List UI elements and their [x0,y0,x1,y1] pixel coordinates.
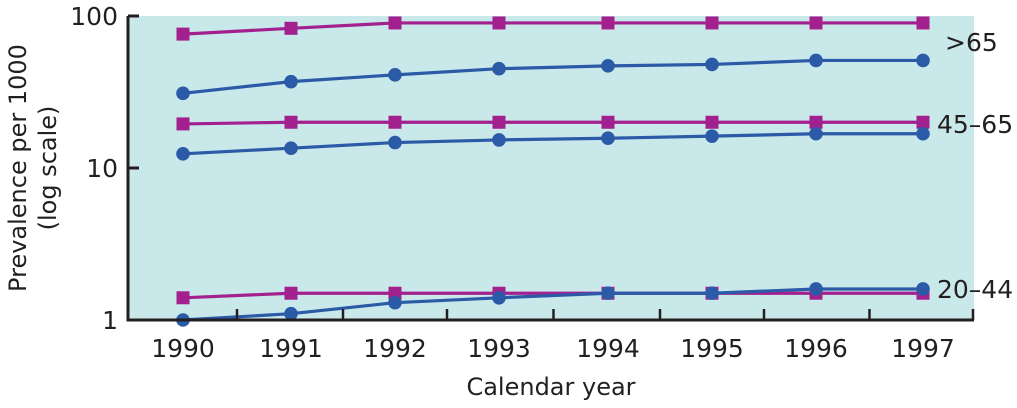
square-marker [176,117,190,131]
circle-marker [284,74,298,89]
circle-marker [492,133,506,147]
circle-marker [809,282,823,296]
circle-marker [601,59,615,73]
series-label: >65 [945,28,998,57]
x-tick-label: 1996 [784,334,848,363]
axes: 1 10 100 1990 1991 1992 1993 1994 1995 1996 1997 [70,2,975,363]
y-tick-label: 100 [70,2,118,31]
series-layer [176,16,930,327]
circle-marker [388,68,402,82]
square-marker [388,16,402,30]
circle-marker [601,131,615,146]
square-marker [284,21,298,35]
square-marker [284,115,298,129]
series-label: 20–44 [937,275,1013,304]
circle-marker [176,86,190,101]
x-tick-label: 1995 [680,334,744,363]
series-line [182,132,923,156]
x-tick-label: 1991 [259,334,323,363]
series-line [182,58,923,95]
square-marker [176,291,190,305]
y-axis-title: Prevalence per 1000 [4,44,32,292]
y-tick-label: 10 [86,154,118,183]
square-marker [809,16,823,30]
circle-marker [492,290,506,305]
square-marker [284,286,298,300]
square-marker [492,115,506,129]
circle-marker [916,126,930,141]
square-marker [601,16,615,30]
circle-marker [388,135,402,150]
circle-marker [284,306,298,321]
series-45-65-square [176,115,930,131]
square-marker [492,16,506,30]
circle-marker [916,282,930,296]
circle-marker [809,126,823,141]
circle-marker [705,129,719,143]
x-tick-label: 1993 [467,334,531,363]
x-axis-title: Calendar year [466,373,635,401]
square-marker [705,115,719,129]
x-tick-label: 1990 [151,334,215,363]
square-marker [388,115,402,129]
circle-marker [916,53,930,68]
x-tick-label: 1994 [576,334,640,363]
series-line [182,21,923,36]
circle-marker [492,61,506,76]
series-45-65-circle [176,126,930,161]
square-marker [705,16,719,30]
circle-marker [284,141,298,155]
square-marker [809,115,823,129]
circle-marker [176,146,190,161]
circle-marker [705,286,719,301]
square-marker [916,16,930,30]
square-marker [388,286,402,300]
series-line [182,120,923,126]
x-tick-label: 1992 [363,334,427,363]
y-axis-subtitle: (log scale) [34,106,62,231]
circle-marker [388,295,402,310]
series-line [182,287,923,322]
series-20-44-circle [176,282,930,327]
circle-marker [601,286,615,301]
square-marker [601,115,615,129]
y-tick-label: 1 [102,306,118,335]
square-marker [916,115,930,129]
circle-marker [705,57,719,72]
square-marker [176,27,190,41]
series--65-circle [176,53,930,101]
circle-marker [809,53,823,68]
series-label: 45–65 [937,110,1013,139]
series-line [182,291,923,300]
series-labels: >65 45–65 20–44 [937,28,1013,304]
x-tick-label: 1997 [891,334,955,363]
series--65-square [176,16,930,41]
